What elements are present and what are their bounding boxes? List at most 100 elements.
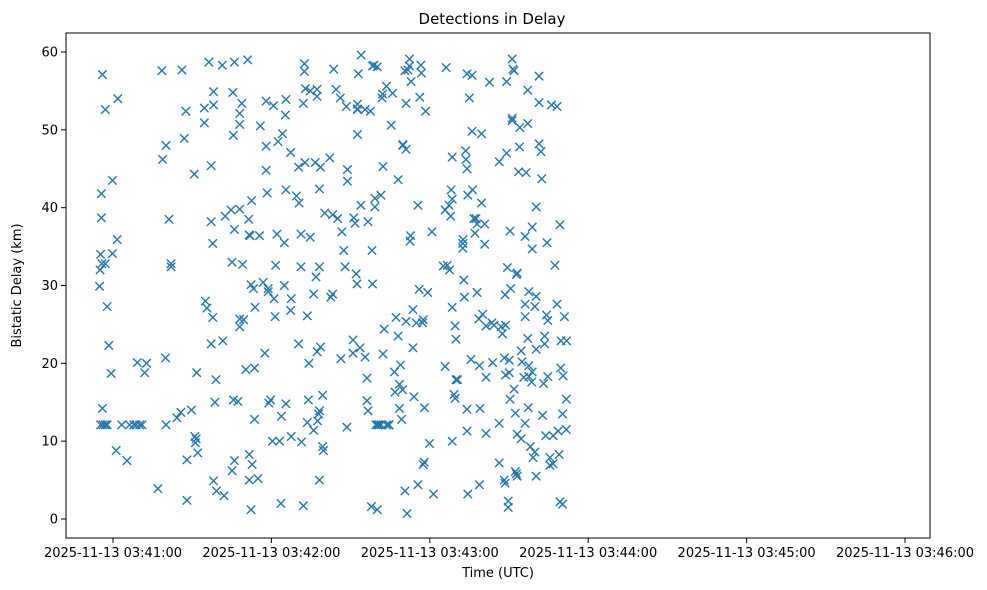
- data-point-x-marker: [181, 106, 191, 116]
- data-point-x-marker: [318, 445, 329, 456]
- data-point-x-marker: [400, 486, 410, 496]
- data-point-x-marker: [172, 413, 182, 423]
- data-point-x-marker: [557, 499, 568, 509]
- data-point-x-marker: [233, 396, 243, 407]
- data-point-x-marker: [281, 399, 291, 409]
- data-point-x-marker: [527, 367, 537, 377]
- data-point-x-marker: [206, 160, 216, 171]
- data-point-x-marker: [527, 244, 537, 254]
- data-point-x-marker: [408, 304, 418, 315]
- data-point-x-marker: [422, 287, 433, 298]
- data-point-x-marker: [527, 377, 537, 387]
- data-point-x-marker: [394, 403, 405, 414]
- data-point-x-marker: [514, 142, 525, 152]
- data-point-x-marker: [356, 200, 366, 211]
- data-point-x-marker: [312, 346, 322, 357]
- data-point-x-marker: [530, 447, 540, 457]
- data-point-x-marker: [503, 502, 513, 513]
- data-point-x-marker: [265, 395, 276, 405]
- data-point-x-marker: [208, 100, 219, 110]
- data-point-x-marker: [536, 146, 546, 157]
- data-point-x-marker: [327, 209, 338, 220]
- data-point-x-marker: [450, 321, 460, 331]
- data-point-x-marker: [100, 420, 111, 430]
- data-point-x-marker: [541, 431, 551, 441]
- data-point-x-marker: [505, 283, 516, 294]
- data-point-x-marker: [342, 164, 353, 175]
- data-point-x-marker: [419, 403, 430, 413]
- data-point-x-marker: [102, 301, 112, 312]
- data-point-x-marker: [523, 118, 533, 129]
- data-point-x-marker: [113, 94, 123, 104]
- data-point-x-marker: [314, 262, 325, 272]
- data-point-x-marker: [450, 393, 460, 404]
- data-point-x-marker: [472, 219, 482, 229]
- data-point-x-marker: [512, 268, 522, 278]
- data-point-x-marker: [302, 417, 312, 428]
- data-point-x-marker: [494, 458, 504, 468]
- data-point-x-marker: [102, 420, 112, 430]
- data-point-x-marker: [543, 371, 553, 382]
- data-point-x-marker: [355, 343, 365, 353]
- data-point-x-marker: [393, 331, 403, 341]
- data-point-x-marker: [132, 357, 142, 368]
- data-point-x-marker: [351, 269, 361, 279]
- data-point-x-marker: [106, 368, 116, 379]
- x-axis-label: Time (UTC): [461, 566, 534, 581]
- data-point-x-marker: [402, 508, 412, 519]
- data-point-x-marker: [199, 118, 210, 128]
- y-tick-label: 20: [41, 357, 58, 372]
- data-point-x-marker: [548, 459, 558, 469]
- data-point-x-marker: [279, 237, 290, 248]
- data-point-x-marker: [362, 395, 372, 406]
- data-point-x-marker: [374, 420, 384, 430]
- data-point-x-marker: [164, 214, 174, 225]
- data-point-x-marker: [523, 403, 533, 413]
- data-point-x-marker: [191, 367, 202, 378]
- data-point-x-marker: [117, 420, 127, 430]
- data-point-x-marker: [300, 157, 310, 168]
- data-point-x-marker: [100, 259, 111, 269]
- data-point-x-marker: [350, 218, 360, 228]
- data-point-x-marker: [208, 312, 218, 323]
- data-point-x-marker: [273, 136, 283, 147]
- data-point-x-marker: [112, 234, 122, 245]
- data-point-x-marker: [229, 57, 240, 67]
- data-point-x-marker: [401, 98, 411, 109]
- data-point-x-marker: [365, 106, 376, 116]
- data-point-x-marker: [386, 120, 396, 130]
- data-point-x-marker: [245, 230, 255, 241]
- data-point-x-marker: [340, 262, 350, 272]
- data-point-x-marker: [420, 106, 431, 116]
- data-point-x-marker: [511, 469, 522, 479]
- data-point-x-marker: [204, 57, 214, 67]
- data-point-x-marker: [459, 292, 470, 302]
- data-point-x-marker: [464, 93, 475, 103]
- data-point-x-marker: [501, 148, 512, 158]
- data-point-x-marker: [248, 283, 259, 294]
- y-axis: 0 10 20 30 40 50 60: [41, 46, 66, 528]
- data-point-x-marker: [356, 50, 366, 60]
- data-point-x-marker: [517, 357, 527, 367]
- data-point-x-marker: [277, 129, 288, 139]
- data-point-x-marker: [387, 88, 398, 98]
- data-point-x-marker: [305, 232, 315, 242]
- data-point-x-marker: [281, 185, 291, 195]
- data-point-x-marker: [419, 457, 429, 467]
- x-tick-label: 2025-11-13 03:45:00: [678, 546, 816, 561]
- data-point-x-marker: [308, 425, 319, 435]
- x-tick-label: 2025-11-13 03:46:00: [836, 546, 974, 561]
- data-point-x-marker: [217, 60, 227, 70]
- data-point-x-marker: [451, 374, 461, 385]
- data-point-x-marker: [100, 104, 111, 115]
- data-point-x-marker: [366, 501, 377, 512]
- data-point-x-marker: [534, 71, 544, 81]
- data-point-x-marker: [405, 230, 416, 241]
- data-point-x-marker: [229, 455, 240, 466]
- data-point-x-marker: [139, 367, 150, 378]
- data-point-x-marker: [261, 165, 271, 176]
- data-point-x-marker: [313, 409, 324, 419]
- data-point-x-marker: [487, 357, 498, 368]
- data-point-x-marker: [124, 420, 135, 430]
- data-point-x-marker: [122, 455, 132, 466]
